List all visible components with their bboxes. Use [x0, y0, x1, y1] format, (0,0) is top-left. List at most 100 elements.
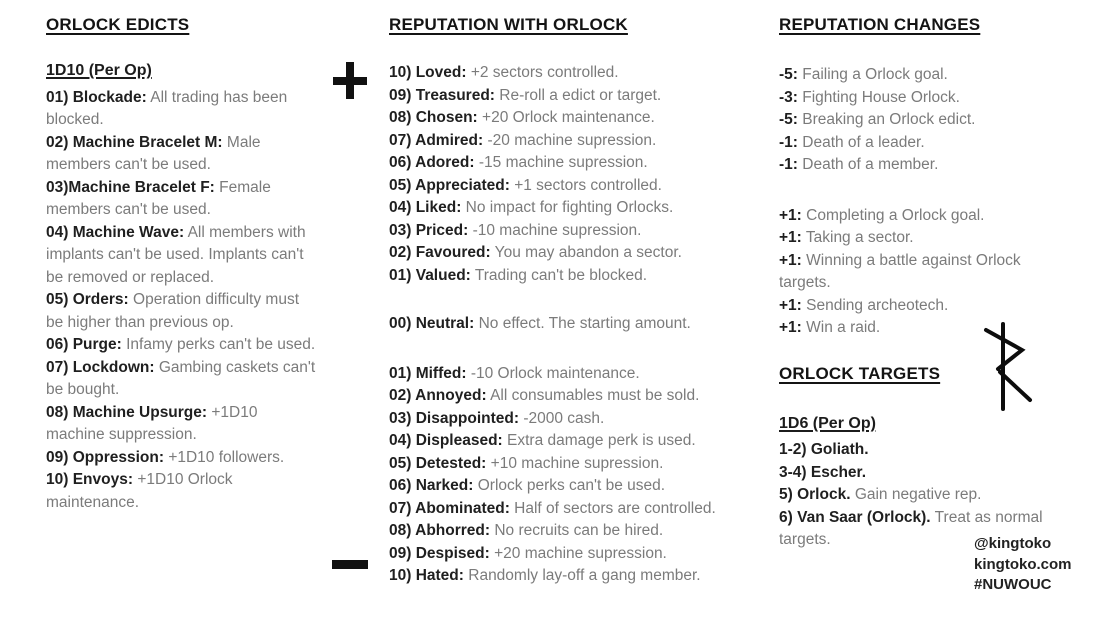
item-text: Sending archeotech.: [806, 296, 949, 314]
list-item: 08) Abhorred: No recruits can be hired.: [389, 520, 749, 543]
list-item: 09) Treasured: Re-roll a edict or target…: [389, 85, 749, 108]
item-label: 06) Adored:: [389, 154, 475, 171]
list-item: 09) Despised: +20 machine supression.: [389, 543, 749, 566]
item-label: +1:: [779, 229, 802, 246]
list-item: 07) Admired: -20 machine supression.: [389, 130, 749, 153]
item-text: -10 machine supression.: [472, 221, 642, 239]
item-label: 01) Blockade:: [46, 88, 147, 106]
list-item: 05) Detested: +10 machine supression.: [389, 453, 749, 476]
list-item-neutral: 00) Neutral: No effect. The starting amo…: [389, 313, 749, 336]
item-label: 5) Orlock.: [779, 486, 851, 503]
item-label: 01) Miffed:: [389, 364, 467, 382]
list-item: +1: Sending archeotech.: [779, 295, 1069, 318]
list-item: 02) Favoured: You may abandon a sector.: [389, 242, 749, 265]
list-item: 09) Oppression: +1D10 followers.: [46, 447, 320, 470]
edicts-column: ORLOCK EDICTS 1D10 (Per Op) 01) Blockade…: [46, 14, 320, 514]
item-label: +1:: [779, 319, 802, 336]
item-label: 1-2) Goliath.: [779, 441, 869, 458]
item-label: 07) Admired:: [389, 131, 484, 149]
list-item: +1: Winning a battle against Orlock targ…: [779, 250, 1069, 295]
list-item: 6) Van Saar (Orlock). Treat as normal ta…: [779, 507, 1069, 552]
list-item: 06) Narked: Orlock perks can't be used.: [389, 475, 749, 498]
list-item: 05) Appreciated: +1 sectors controlled.: [389, 175, 749, 198]
list-item: -1: Death of a leader.: [779, 132, 1069, 155]
item-label: 09) Treasured:: [389, 86, 495, 104]
list-item: -5: Failing a Orlock goal.: [779, 64, 1069, 87]
item-text: Win a raid.: [806, 319, 881, 336]
attribution-hashtag: #NUWOUC: [974, 576, 1052, 593]
item-label: 02) Favoured:: [389, 244, 491, 261]
item-label: -3:: [779, 88, 798, 106]
item-label: 05) Detested:: [389, 454, 487, 472]
list-item: 01) Blockade: All trading has been block…: [46, 87, 320, 132]
attribution-handle: @kingtoko: [974, 535, 1052, 552]
changes-title: REPUTATION CHANGES: [779, 15, 981, 34]
changes-column: REPUTATION CHANGES -5: Failing a Orlock …: [779, 14, 1069, 552]
item-label: 10) Envoys:: [46, 471, 134, 488]
item-label: 05) Appreciated:: [389, 176, 510, 194]
list-item: 03) Disappointed: -2000 cash.: [389, 408, 749, 431]
item-text: Trading can't be blocked.: [474, 266, 648, 284]
item-text: Female members can't be used.: [46, 178, 271, 219]
item-text: Taking a sector.: [805, 229, 914, 246]
item-label: 06) Purge:: [46, 336, 122, 353]
attribution-block: @kingtoko kingtoko.com #NUWOUC: [974, 534, 1072, 596]
item-text: You may abandon a sector.: [494, 244, 682, 261]
item-text: +1D10 followers.: [168, 448, 285, 466]
item-label: -1:: [779, 156, 798, 173]
orlock-rune-icon: [984, 322, 1032, 411]
item-text: Randomly lay-off a gang member.: [468, 567, 701, 584]
item-label: 04) Displeased:: [389, 432, 503, 449]
item-label: -5:: [779, 111, 798, 128]
item-text: Male members can't be used.: [46, 133, 261, 174]
list-item: +1: Taking a sector.: [779, 227, 1069, 250]
item-label: 08) Abhorred:: [389, 522, 491, 539]
item-label: +1:: [779, 251, 802, 269]
item-text: +1D10 Orlock maintenance.: [46, 471, 233, 511]
item-label: 04) Liked:: [389, 199, 462, 216]
list-item: 07) Lockdown: Gambing caskets can't be b…: [46, 357, 320, 402]
item-text: All trading has been blocked.: [46, 88, 288, 129]
item-text: Completing a Orlock goal.: [806, 206, 985, 224]
list-item: +1: Completing a Orlock goal.: [779, 205, 1069, 228]
edicts-title: ORLOCK EDICTS: [46, 15, 190, 34]
item-label: 02) Annoyed:: [389, 387, 487, 404]
list-item: -5: Breaking an Orlock edict.: [779, 109, 1069, 132]
item-text: Gain negative rep.: [854, 486, 982, 503]
list-item: 01) Miffed: -10 Orlock maintenance.: [389, 363, 749, 386]
item-label: 09) Oppression:: [46, 448, 164, 466]
list-item: 08) Machine Upsurge: +1D10 machine suppr…: [46, 402, 320, 447]
item-text: All consumables must be sold.: [490, 387, 700, 404]
minus-icon: [332, 560, 368, 569]
item-label: 03)Machine Bracelet F:: [46, 178, 215, 196]
list-item: 03) Priced: -10 machine supression.: [389, 220, 749, 243]
reputation-title: REPUTATION WITH ORLOCK: [389, 15, 628, 34]
item-text: +1 sectors controlled.: [514, 176, 662, 194]
list-item: 5) Orlock. Gain negative rep.: [779, 484, 1069, 507]
item-text: -10 Orlock maintenance.: [470, 364, 640, 382]
item-text: Fighting House Orlock.: [802, 88, 960, 106]
item-label: -5:: [779, 66, 798, 83]
targets-subtitle: 1D6 (Per Op): [779, 414, 876, 432]
item-label: 08) Machine Upsurge:: [46, 403, 208, 421]
list-item: 04) Machine Wave: All members with impla…: [46, 222, 320, 290]
item-text: Infamy perks can't be used.: [126, 336, 316, 353]
item-label: 09) Despised:: [389, 544, 490, 562]
list-item: 3-4) Escher.: [779, 462, 1069, 485]
item-label: 00) Neutral:: [389, 315, 475, 332]
list-item: +1: Win a raid.: [779, 317, 1069, 340]
list-item: 04) Liked: No impact for fighting Orlock…: [389, 197, 749, 220]
item-label: 07) Lockdown:: [46, 358, 155, 376]
list-item: 03)Machine Bracelet F: Female members ca…: [46, 177, 320, 222]
list-item: 10) Loved: +2 sectors controlled.: [389, 62, 749, 85]
list-item: 04) Displeased: Extra damage perk is use…: [389, 430, 749, 453]
item-label: 3-4) Escher.: [779, 463, 867, 481]
item-label: -1:: [779, 133, 798, 151]
item-label: 6) Van Saar (Orlock).: [779, 508, 931, 526]
item-text: Winning a battle against Orlock targets.: [779, 251, 1021, 292]
list-item: 07) Abominated: Half of sectors are cont…: [389, 498, 749, 521]
item-text: All members with implants can't be used.…: [46, 223, 306, 286]
item-text: Failing a Orlock goal.: [802, 66, 948, 83]
item-label: 05) Orders:: [46, 291, 129, 308]
item-text: Operation difficulty must be higher than…: [46, 291, 299, 331]
